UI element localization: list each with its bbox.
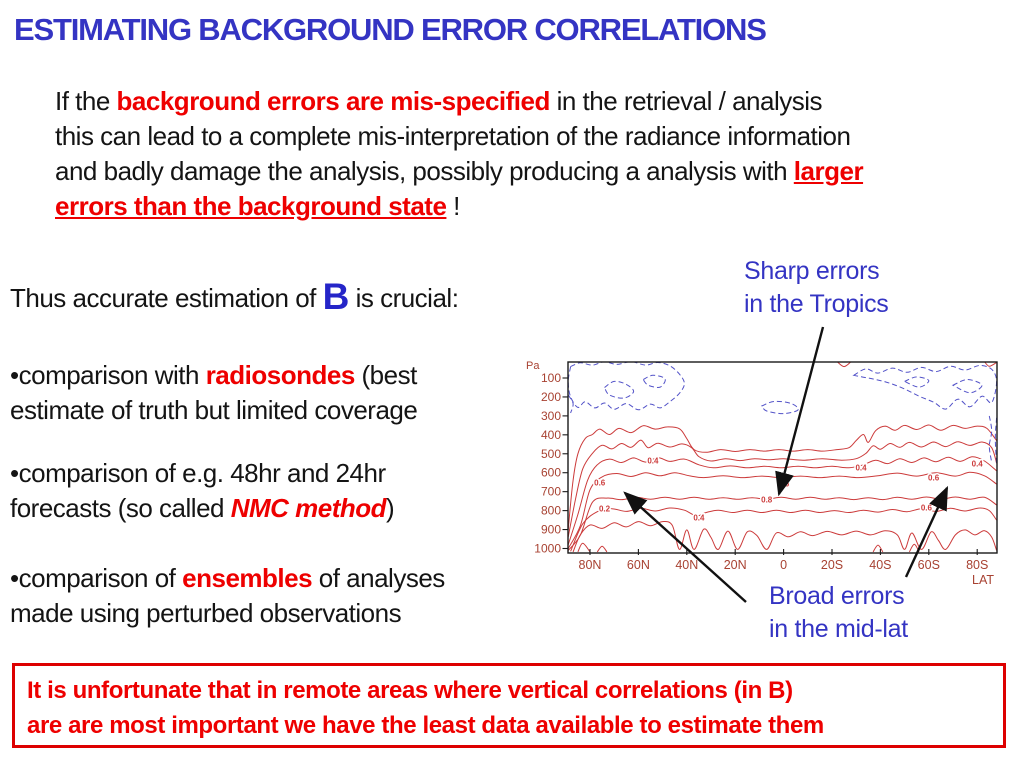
- contour-level-label: 0.4: [693, 514, 705, 523]
- y-tick-label: 300: [541, 409, 561, 423]
- contour-dashed: [951, 378, 983, 394]
- x-axis-label: LAT: [972, 573, 994, 587]
- bullet-text: (best: [354, 360, 418, 390]
- correlation-contour-chart: 0.4 0.6 0.2 0.4 0.8 0.6 0.4 0.6 0.6 0.4 100 200 300 4…: [520, 353, 1020, 603]
- contour-level-label: 0.4: [647, 457, 659, 466]
- thus-text: is crucial:: [348, 283, 459, 313]
- contour-dashed: [642, 374, 666, 388]
- slide-title: ESTIMATING BACKGROUND ERROR CORRELATIONS: [14, 12, 767, 47]
- bullet-text: estimate of truth but limited coverage: [10, 395, 418, 425]
- contour-solid: [570, 507, 997, 552]
- contour-solid: [908, 543, 920, 553]
- highlight-nmc-method: NMC method: [230, 493, 387, 523]
- intro-highlight-errors-than-background: errors than the background state: [55, 191, 447, 221]
- contour-solid: [572, 520, 997, 553]
- y-tick-label: 1000: [534, 541, 561, 555]
- contour-lines: 0.4 0.6 0.2 0.4 0.8 0.6 0.4 0.6 0.6 0.4: [568, 362, 997, 553]
- conclusion-note-box: It is unfortunate that in remote areas w…: [12, 663, 1006, 748]
- contour-dashed: [903, 376, 930, 388]
- contour-solid: [872, 544, 884, 553]
- thus-text: Thus accurate estimation of: [10, 283, 323, 313]
- contour-dashed: [988, 415, 993, 463]
- y-axis-label: Pa: [526, 360, 540, 372]
- intro-paragraph: If the background errors are mis-specifi…: [55, 84, 864, 224]
- highlight-ensembles: ensembles: [182, 563, 313, 593]
- intro-highlight-larger: larger: [793, 156, 864, 186]
- contour-level-label: 0.4: [972, 460, 984, 469]
- annotation-text: Sharp errors: [744, 257, 880, 285]
- y-tick-label: 700: [541, 485, 561, 499]
- bullet-text: •comparison with: [10, 360, 206, 390]
- y-tick-label: 200: [541, 390, 561, 404]
- contour-dashed: [603, 380, 635, 399]
- annotation-sharp-errors: Sharp errors in the Tropics: [744, 255, 889, 321]
- annotation-broad-errors: Broad errors in the mid-lat: [769, 580, 908, 646]
- contour-solid: [984, 362, 997, 367]
- thus-statement: Thus accurate estimation of B is crucial…: [10, 278, 459, 315]
- bullet-text: forecasts (so called: [10, 493, 231, 523]
- note-text: It is unfortunate that in remote areas w…: [27, 677, 793, 704]
- contour-level-label: 0.8: [761, 496, 773, 505]
- intro-text: If the: [55, 86, 117, 116]
- contour-solid: [596, 545, 608, 553]
- x-tick-label: 20N: [724, 558, 747, 572]
- bullet-text: made using perturbed observations: [10, 598, 402, 628]
- x-tick-label: 40N: [675, 558, 698, 572]
- annotation-text: in the mid-lat: [769, 615, 908, 643]
- x-tick-label: 80N: [579, 558, 602, 572]
- b-matrix-symbol: B: [322, 276, 350, 317]
- x-tick-label: 80S: [966, 558, 988, 572]
- contour-dashed: [994, 417, 997, 465]
- y-tick-label: 100: [541, 371, 561, 385]
- contour-dashed: [568, 394, 574, 414]
- y-tick-label: 800: [541, 504, 561, 518]
- contour-dashed: [760, 400, 799, 415]
- contour-solid: [836, 362, 852, 368]
- intro-text: and badly damage the analysis, possibly …: [55, 156, 794, 186]
- contour-level-label: 0.6: [778, 480, 790, 489]
- contour-solid: [568, 439, 997, 538]
- x-tick-label: 40S: [869, 558, 891, 572]
- bullet-text: of analyses: [312, 563, 446, 593]
- contour-plot: 0.4 0.6 0.2 0.4 0.8 0.6 0.4 0.6 0.6 0.4 100 200 300 4…: [526, 360, 998, 587]
- bullet-nmc-method: •comparison of e.g. 48hr and 24hr foreca…: [10, 456, 395, 526]
- y-tick-label: 600: [541, 466, 561, 480]
- annotation-text: in the Tropics: [744, 290, 889, 318]
- bullet-text: •comparison of e.g. 48hr and 24hr: [10, 458, 386, 488]
- bullet-radiosondes: •comparison with radiosondes (best estim…: [10, 358, 418, 428]
- intro-text: in the retrieval / analysis: [549, 86, 823, 116]
- contour-level-label: 0.6: [928, 474, 940, 483]
- x-tick-label: 60N: [627, 558, 650, 572]
- y-tick-label: 900: [541, 523, 561, 537]
- bullet-text: •comparison of: [10, 563, 183, 593]
- intro-text: this can lead to a complete mis-interpre…: [55, 121, 851, 151]
- contour-level-label: 0.2: [599, 505, 611, 514]
- x-tick-label: 20S: [821, 558, 843, 572]
- contour-level-label: 0.6: [594, 479, 606, 488]
- contour-dashed: [568, 362, 685, 411]
- contour-level-label: 0.6: [921, 504, 933, 513]
- bullet-ensembles: •comparison of ensembles of analyses mad…: [10, 561, 445, 631]
- x-tick-label: 60S: [918, 558, 940, 572]
- note-text: are are most important we have the least…: [27, 712, 824, 739]
- intro-highlight-mis-specified: background errors are mis-specified: [116, 86, 551, 116]
- intro-text: !: [446, 191, 460, 221]
- annotation-text: Broad errors: [769, 582, 905, 610]
- contour-level-label: 0.4: [855, 464, 867, 473]
- highlight-radiosondes: radiosondes: [205, 360, 356, 390]
- bullet-text: ): [386, 493, 395, 523]
- y-tick-label: 500: [541, 447, 561, 461]
- y-tick-label: 400: [541, 428, 561, 442]
- x-tick-label: 0: [780, 558, 787, 572]
- contour-dashed: [852, 364, 997, 410]
- contour-solid: [568, 471, 997, 549]
- contour-solid: [577, 542, 591, 553]
